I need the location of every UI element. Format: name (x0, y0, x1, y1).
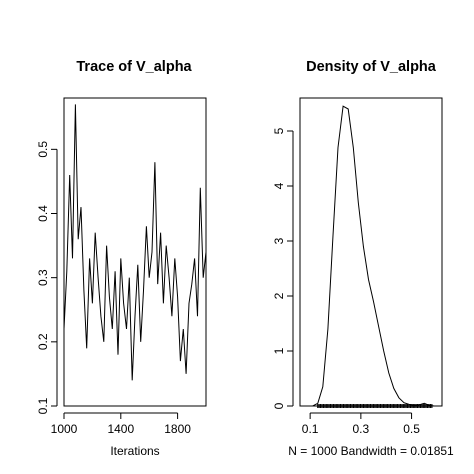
trace-y-tick-label: 0.3 (36, 269, 50, 286)
trace-y-tick-label: 0.4 (36, 205, 50, 222)
trace-x-tick-label: 1000 (51, 422, 78, 436)
trace-x-tick-label: 1800 (164, 422, 191, 436)
density-y-tick-label: 3 (272, 237, 286, 244)
trace-y-tick-label: 0.2 (36, 333, 50, 350)
density-axes: 0.1 0.3 0.5 0 1 2 3 4 5 (272, 127, 420, 436)
density-y-tick-label: 2 (272, 292, 286, 299)
density-x-tick-label: 0.3 (353, 422, 370, 436)
density-panel: Density of V_alpha 0.1 0.3 0.5 0 1 2 3 4 5 N = 1… (272, 59, 454, 458)
density-rug (317, 404, 433, 408)
trace-y-tick-label: 0.5 (36, 141, 50, 158)
trace-axes: 1000 1400 1800 0.1 0.2 0.3 0.4 0.5 (36, 141, 191, 436)
density-y-tick-label: 1 (272, 347, 286, 354)
trace-plot-frame (63, 97, 207, 407)
trace-title: Trace of V_alpha (76, 59, 192, 75)
trace-series-line (63, 104, 207, 381)
density-y-tick-label: 0 (272, 402, 286, 409)
trace-y-tick-label: 0.1 (36, 397, 50, 414)
density-x-label: N = 1000 Bandwidth = 0.01851 (288, 444, 454, 458)
density-title: Density of V_alpha (306, 59, 437, 75)
trace-x-label: Iterations (110, 444, 159, 458)
density-y-tick-label: 4 (272, 182, 286, 189)
trace-marks (63, 104, 207, 381)
density-marks (312, 105, 435, 408)
density-x-tick-label: 0.1 (302, 422, 319, 436)
trace-x-tick-label: 1400 (107, 422, 134, 436)
density-x-tick-label: 0.5 (403, 422, 420, 436)
density-plot-frame (299, 97, 443, 407)
trace-panel: Trace of V_alpha 1000 1400 1800 0.1 0.2 0.3 0.… (36, 59, 207, 458)
density-curve (312, 105, 435, 407)
density-y-tick-label: 5 (272, 127, 286, 134)
